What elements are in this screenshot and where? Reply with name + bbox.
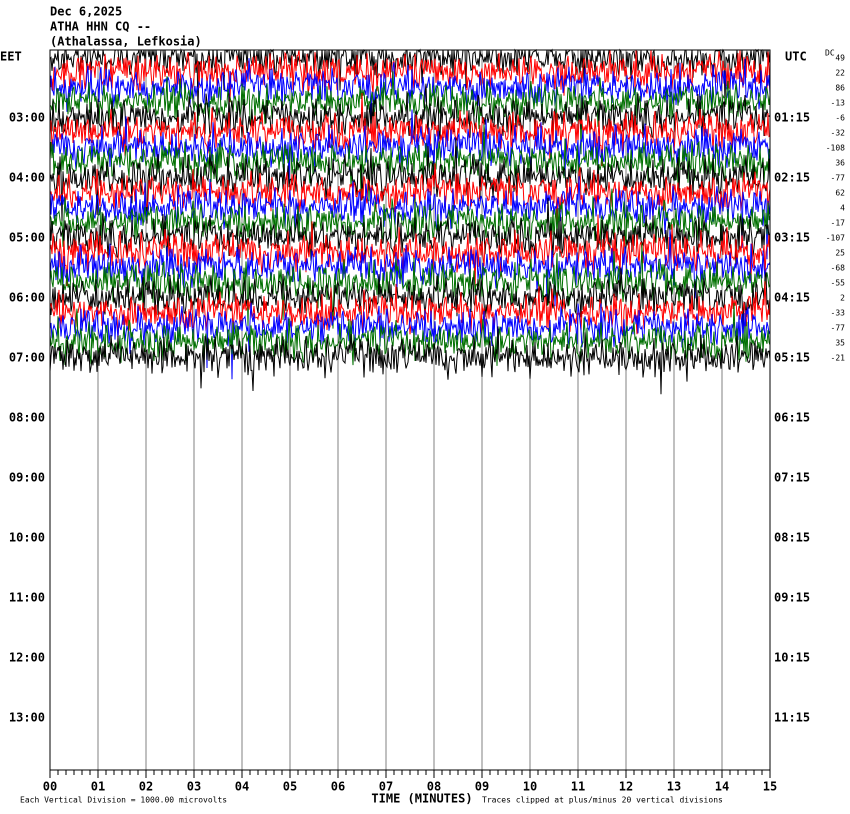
- right-time: 02:15: [774, 171, 810, 185]
- left-time: 08:00: [9, 411, 45, 425]
- left-time: 09:00: [9, 471, 45, 485]
- right-time: 09:15: [774, 591, 810, 605]
- dc-offset: 35: [835, 339, 845, 348]
- dc-offset: -77: [831, 324, 846, 333]
- trace: [49, 92, 771, 167]
- left-time: 13:00: [9, 711, 45, 725]
- trace: [49, 49, 771, 102]
- left-time: 03:00: [9, 111, 45, 125]
- right-time: 05:15: [774, 351, 810, 365]
- left-time: 12:00: [9, 651, 45, 665]
- trace: [49, 326, 771, 395]
- left-time: 05:00: [9, 231, 45, 245]
- dc-offset: 4: [840, 204, 845, 213]
- dc-offset: -13: [831, 99, 846, 108]
- x-tick-label: 14: [715, 780, 729, 794]
- x-tick-label: 04: [235, 780, 249, 794]
- left-time: 07:00: [9, 351, 45, 365]
- x-tick-label: 09: [475, 780, 489, 794]
- left-time: 04:00: [9, 171, 45, 185]
- right-time: 06:15: [774, 411, 810, 425]
- right-time: 01:15: [774, 111, 810, 125]
- x-tick-label: 06: [331, 780, 345, 794]
- location: (Athalassa, Lefkosia): [50, 35, 202, 49]
- x-tick-label: 13: [667, 780, 681, 794]
- x-tick-label: 02: [139, 780, 153, 794]
- x-tick-label: 15: [763, 780, 777, 794]
- dc-offset: -77: [831, 174, 846, 183]
- dc-offset: 2: [840, 294, 845, 303]
- dc-offset: -55: [831, 279, 846, 288]
- dc-offset: 36: [835, 159, 845, 168]
- x-tick-label: 07: [379, 780, 393, 794]
- trace: [49, 268, 771, 328]
- dc-offset: 86: [835, 84, 845, 93]
- dc-offset: -33: [831, 309, 846, 318]
- right-time: 04:15: [774, 291, 810, 305]
- trace: [49, 124, 771, 202]
- dc-offset: 49: [835, 54, 845, 63]
- x-tick-label: 00: [43, 780, 57, 794]
- right-time: 03:15: [774, 231, 810, 245]
- left-time: 11:00: [9, 591, 45, 605]
- dc-offset: -108: [826, 144, 845, 153]
- x-axis-label: TIME (MINUTES): [371, 792, 472, 806]
- x-tick-label: 10: [523, 780, 537, 794]
- x-tick-label: 11: [571, 780, 585, 794]
- right-zone: UTC: [785, 50, 807, 64]
- trace: [49, 83, 771, 141]
- x-tick-label: 05: [283, 780, 297, 794]
- dc-offset: 22: [835, 69, 845, 78]
- dc-label: DC: [825, 49, 835, 58]
- x-tick-label: 01: [91, 780, 105, 794]
- trace: [49, 138, 771, 224]
- trace: [49, 197, 771, 269]
- trace: [49, 214, 771, 290]
- right-time: 08:15: [774, 531, 810, 545]
- scale-note: Each Vertical Division = 1000.00 microvo…: [20, 796, 227, 805]
- dc-offset: -17: [831, 219, 846, 228]
- trace: [49, 302, 771, 380]
- trace: [49, 229, 771, 307]
- trace: [49, 281, 771, 338]
- dc-offset: -68: [831, 264, 846, 273]
- x-tick-label: 12: [619, 780, 633, 794]
- left-zone: EET: [0, 50, 22, 64]
- left-time: 10:00: [9, 531, 45, 545]
- dc-offset: 62: [835, 189, 845, 198]
- right-time: 07:15: [774, 471, 810, 485]
- dc-offset: -32: [831, 129, 846, 138]
- left-time: 06:00: [9, 291, 45, 305]
- dc-offset: -21: [831, 354, 846, 363]
- station: ATHA HHN CQ --: [50, 20, 151, 34]
- x-tick-label: 08: [427, 780, 441, 794]
- trace: [49, 71, 771, 155]
- plot-frame: [49, 49, 771, 771]
- clip-note: Traces clipped at plus/minus 20 vertical…: [482, 796, 723, 805]
- trace: [49, 302, 771, 366]
- right-time: 10:15: [774, 651, 810, 665]
- x-tick-label: 03: [187, 780, 201, 794]
- trace: [49, 58, 771, 118]
- dc-offset: -107: [826, 234, 845, 243]
- dc-offset: -6: [835, 114, 845, 123]
- dc-offset: 25: [835, 249, 845, 258]
- date: Dec 6,2025: [50, 5, 122, 19]
- right-time: 11:15: [774, 711, 810, 725]
